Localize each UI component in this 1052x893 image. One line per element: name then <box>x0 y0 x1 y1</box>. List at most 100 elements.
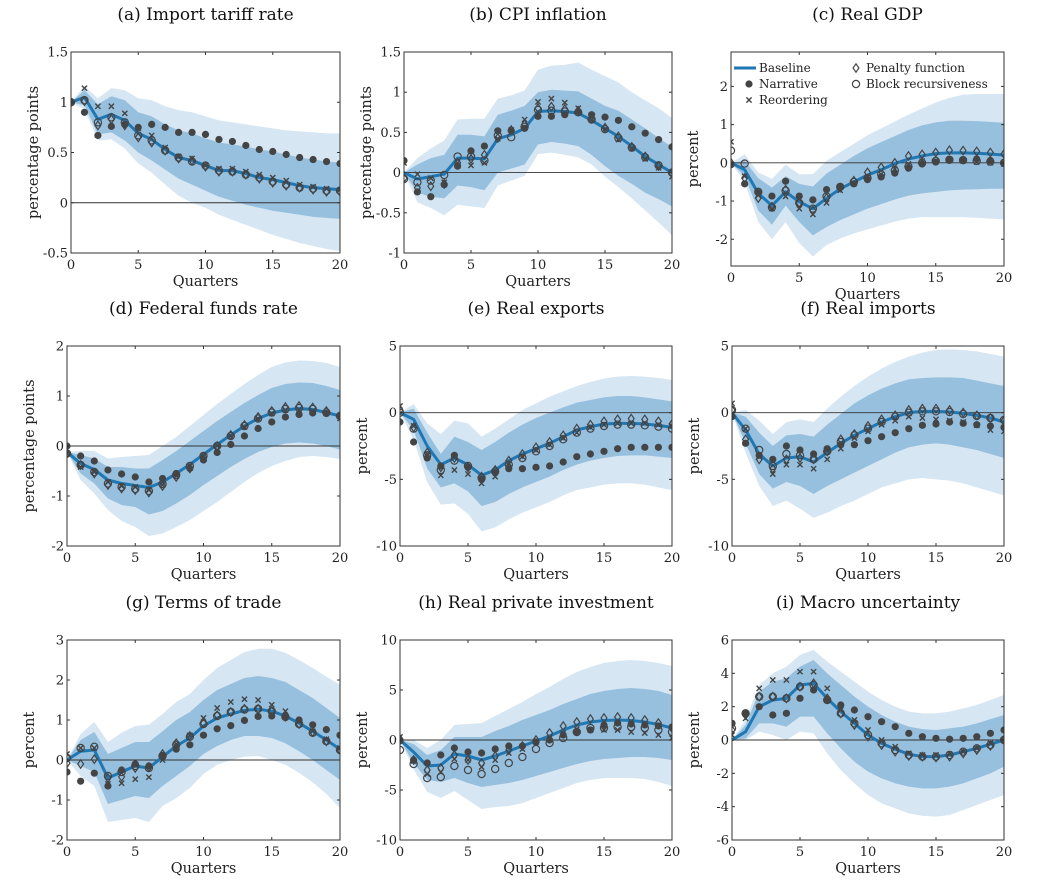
penalty-marker <box>269 177 277 188</box>
narrative-marker <box>309 409 317 417</box>
narrative-marker <box>810 686 818 694</box>
narrative-marker <box>507 127 515 135</box>
panel-title: (f) Real imports <box>800 299 935 319</box>
penalty-marker <box>918 149 926 160</box>
narrative-marker <box>534 112 542 120</box>
block-marker <box>531 447 541 456</box>
narrative-marker <box>905 729 913 737</box>
narrative-marker <box>627 443 635 451</box>
reordering-marker <box>309 728 316 735</box>
penalty-marker <box>480 149 489 161</box>
penalty-marker <box>959 407 967 418</box>
panel-title: (d) Federal funds rate <box>109 299 298 319</box>
narrative-marker <box>450 744 458 752</box>
reordering-marker <box>878 736 885 744</box>
y-tick-label: 0.5 <box>47 146 68 161</box>
x-tick-label: 20 <box>664 845 681 860</box>
reordering-marker <box>173 740 180 748</box>
panel-f: 0 5 10 15 20 -10 -5 0 5 (f) Real imports Quarters p… <box>687 299 1012 583</box>
reordering-marker <box>241 696 248 703</box>
penalty-marker <box>796 681 804 692</box>
reordering-marker <box>892 743 899 750</box>
x-axis-label: Quarters <box>171 567 237 583</box>
reordering-marker <box>796 668 804 675</box>
y-tick-label: 0 <box>720 156 728 171</box>
penalty-marker <box>891 410 899 421</box>
y-tick-label: 0 <box>721 406 729 421</box>
penalty-marker <box>336 744 340 756</box>
narrative-marker <box>946 418 954 426</box>
penalty-marker <box>505 455 513 466</box>
reordering-marker <box>268 410 275 417</box>
penalty-marker <box>148 137 156 148</box>
narrative-marker <box>573 453 581 461</box>
block-marker <box>931 407 941 416</box>
narrative-marker <box>823 445 831 453</box>
penalty-marker <box>67 757 71 769</box>
plot-area <box>732 650 1004 817</box>
narrative-marker <box>732 719 736 727</box>
reordering-marker <box>745 96 753 104</box>
narrative-marker <box>573 728 581 736</box>
panel-d: 0 5 10 15 20 -2 -1 0 1 2 (d) Federal funds rate Qua… <box>22 299 348 583</box>
narrative-marker <box>641 721 649 729</box>
block-marker <box>404 174 409 184</box>
penalty-marker <box>586 713 595 725</box>
narrative-marker <box>145 762 153 770</box>
narrative-marker <box>400 737 404 745</box>
penalty-marker <box>400 733 404 745</box>
block-marker <box>599 421 609 431</box>
reordering-marker <box>175 153 182 160</box>
x-tick-label: 0 <box>728 551 736 566</box>
x-tick-label: 15 <box>928 551 945 566</box>
reordering-marker <box>642 155 649 163</box>
narrative-marker <box>201 130 210 139</box>
narrative-marker <box>532 463 540 471</box>
y-tick-label: 2 <box>56 674 64 689</box>
reordering-marker <box>77 463 84 471</box>
narrative-marker <box>336 412 340 420</box>
y-tick-label: 5 <box>389 684 397 699</box>
reordering-marker <box>214 442 221 450</box>
narrative-marker <box>878 433 886 441</box>
narrative-marker <box>413 188 421 196</box>
penalty-marker <box>755 691 763 702</box>
narrative-marker <box>161 123 169 131</box>
narrative-marker <box>614 116 623 124</box>
reordering-marker <box>283 177 290 184</box>
block-marker <box>627 420 636 429</box>
penalty-marker <box>90 468 98 479</box>
y-tick-label: 1.5 <box>380 46 401 61</box>
reordering-marker <box>851 434 858 442</box>
penalty-marker <box>877 414 886 425</box>
narrative-marker <box>574 107 582 116</box>
penalty-marker <box>809 454 818 465</box>
penalty-marker <box>134 132 142 143</box>
narrative-marker <box>400 418 404 426</box>
penalty-marker <box>1000 415 1004 426</box>
penalty-marker <box>174 153 183 164</box>
narrative-marker <box>1000 159 1004 168</box>
narrative-marker <box>1000 423 1004 431</box>
reordering-marker <box>148 132 155 139</box>
panel-i: 0 5 10 15 20 -6 -4 -2 0 2 4 6 (i) Macro uncertainty Q… <box>687 593 1012 877</box>
penalty-marker <box>404 172 408 184</box>
penalty-marker <box>850 719 859 731</box>
reordering-marker <box>67 450 71 457</box>
narrative-marker <box>491 745 499 753</box>
reordering-marker <box>505 460 512 467</box>
narrative-marker <box>532 738 540 746</box>
penalty-marker <box>90 753 98 765</box>
narrative-marker <box>822 185 831 194</box>
x-axis-label: Quarters <box>173 274 239 290</box>
reordering-marker <box>451 755 458 763</box>
x-tick-label: 0 <box>727 271 735 286</box>
x-tick-label: 5 <box>796 845 804 860</box>
narrative-marker <box>918 160 926 168</box>
reordering-marker <box>932 751 940 759</box>
narrative-marker <box>863 176 872 184</box>
x-axis-label: Quarters <box>835 861 901 877</box>
reordering-marker <box>159 481 166 489</box>
narrative-marker <box>754 189 762 197</box>
x-axis-label: Quarters <box>505 274 571 290</box>
